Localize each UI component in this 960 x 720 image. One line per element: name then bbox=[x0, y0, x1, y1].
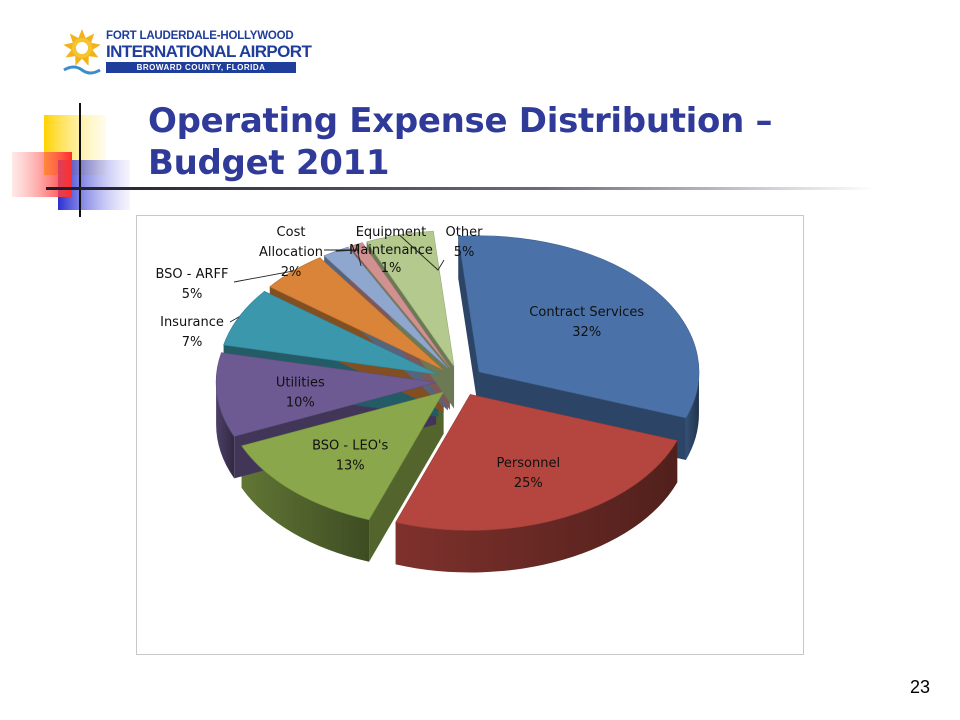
slice-bso-arff bbox=[269, 257, 444, 371]
leader-line-other bbox=[399, 234, 445, 271]
pie-chart-svg: Contract Services 32% Personnel 25% BSO - LE… bbox=[155, 225, 700, 573]
slice-wall-contract-services-0 bbox=[458, 236, 479, 414]
slice-label-contract-services-line-1: 32% bbox=[572, 325, 601, 340]
slice-label-bso-arff-line-1: 5% bbox=[182, 287, 203, 302]
slice-label-utilities-line-0: Utilities bbox=[276, 375, 325, 390]
leader-line-bso-arff bbox=[233, 270, 294, 283]
logo-text-line2: INTERNATIONAL AIRPORT bbox=[106, 42, 312, 61]
slice-utilities bbox=[215, 352, 437, 437]
slice-label-contract-services-line-0: Contract Services bbox=[529, 305, 644, 320]
slide-title-line1: Operating Expense Distribution – bbox=[148, 101, 773, 141]
slice-label-personnel-line-1: 25% bbox=[514, 476, 543, 491]
slice-label-cost-allocation-line-1: Allocation bbox=[259, 245, 323, 260]
slice-label-cost-allocation-line-0: Cost bbox=[277, 225, 306, 240]
slice-label-personnel: Personnel 25% bbox=[497, 456, 561, 491]
leader-line-equipment-maintenance bbox=[355, 244, 362, 267]
title-underline bbox=[46, 187, 876, 190]
slice-personnel bbox=[395, 394, 678, 531]
slice-label-bso-leo-s: BSO - LEO's 13% bbox=[312, 438, 388, 473]
slice-label-utilities: Utilities 10% bbox=[276, 375, 325, 410]
slice-equipment-maintenance bbox=[349, 242, 451, 368]
slice-side-utilities-0 bbox=[216, 382, 235, 479]
slice-side-bso-leo-s-0 bbox=[241, 445, 370, 562]
slice-label-equipment-maintenance-line-0: Equipment bbox=[356, 225, 427, 240]
slice-label-bso-leo-s-line-0: BSO - LEO's bbox=[312, 438, 388, 453]
slice-contract-services bbox=[457, 235, 700, 419]
slice-label-insurance-line-1: 7% bbox=[182, 335, 203, 350]
slice-label-insurance-line-0: Insurance bbox=[160, 315, 224, 330]
slice-label-equipment-maintenance-line-1: Maintenance bbox=[349, 243, 433, 258]
slice-label-contract-services: Contract Services 32% bbox=[529, 305, 644, 340]
pie-labels: Contract Services 32% Personnel 25% BSO - LE… bbox=[155, 225, 644, 491]
slice-label-insurance: Insurance 7% bbox=[160, 315, 224, 350]
leader-line-insurance bbox=[229, 316, 240, 323]
deco-red-square bbox=[12, 152, 72, 197]
slice-bso-leo-s bbox=[241, 391, 445, 521]
slice-label-cost-allocation: Cost Allocation 2% bbox=[259, 225, 323, 280]
logo-text-line1: FORT LAUDERDALE-HOLLYWOOD bbox=[106, 30, 294, 42]
slice-label-bso-arff: BSO - ARFF 5% bbox=[155, 267, 228, 302]
slide-title: Operating Expense Distribution – Budget … bbox=[148, 100, 868, 184]
slice-label-other-line-0: Other bbox=[446, 225, 484, 240]
slide-number: 23 bbox=[909, 677, 930, 697]
slice-label-personnel-line-0: Personnel bbox=[497, 456, 561, 471]
slice-side-personnel-0 bbox=[395, 440, 678, 573]
pie-chart: Contract Services 32% Personnel 25% BSO - LE… bbox=[136, 215, 804, 655]
sun-logo-icon bbox=[63, 29, 101, 75]
slice-label-equipment-maintenance-line-2: 1% bbox=[381, 261, 402, 276]
pie-tops bbox=[215, 230, 700, 531]
slice-label-other: Other 5% bbox=[446, 225, 484, 260]
slide-title-line2: Budget 2011 bbox=[148, 143, 390, 183]
slice-label-other-line-1: 5% bbox=[454, 245, 475, 260]
airport-logo: FORT LAUDERDALE-HOLLYWOOD INTERNATIONAL … bbox=[60, 28, 312, 78]
decorative-squares bbox=[12, 103, 140, 217]
logo-text-line3: BROWARD COUNTY, FLORIDA bbox=[106, 62, 296, 73]
slice-side-contract-services-0 bbox=[685, 371, 699, 460]
slice-label-bso-leo-s-line-1: 13% bbox=[336, 458, 365, 473]
slice-label-utilities-line-1: 10% bbox=[286, 395, 315, 410]
slice-label-cost-allocation-line-2: 2% bbox=[281, 265, 302, 280]
slice-label-bso-arff-line-0: BSO - ARFF bbox=[155, 267, 228, 282]
